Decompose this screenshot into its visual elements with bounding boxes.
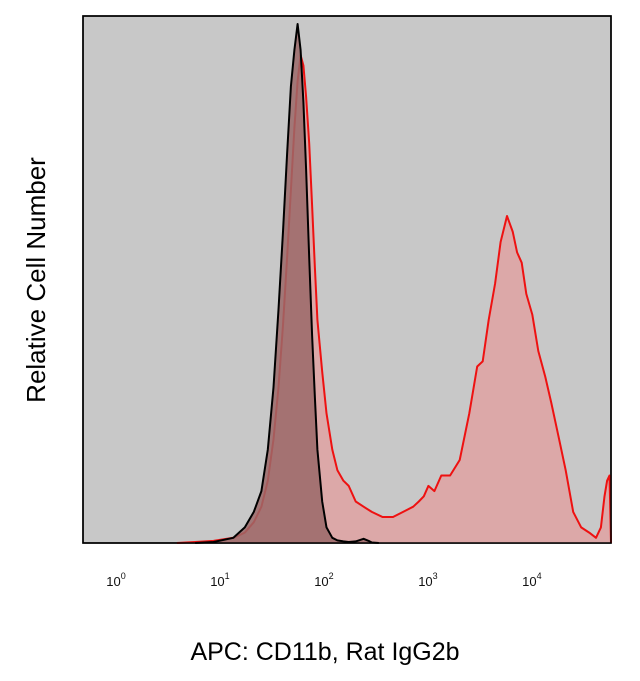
isotype-histogram-line	[195, 23, 379, 544]
y-axis-title: Relative Cell Number	[21, 157, 51, 403]
x-tick-label: 103	[418, 571, 437, 589]
plot-frame	[82, 15, 612, 544]
x-tick-label: 101	[210, 571, 229, 589]
x-tick-labels: 100 101 102 103 104	[106, 571, 541, 589]
x-tick-label: 100	[106, 571, 125, 589]
series-layer	[82, 15, 612, 544]
x-axis-title: APC: CD11b, Rat IgG2b	[190, 638, 459, 666]
x-tick-label: 102	[314, 571, 333, 589]
isotype-histogram-fill	[195, 24, 379, 543]
x-tick-label: 104	[522, 571, 541, 589]
